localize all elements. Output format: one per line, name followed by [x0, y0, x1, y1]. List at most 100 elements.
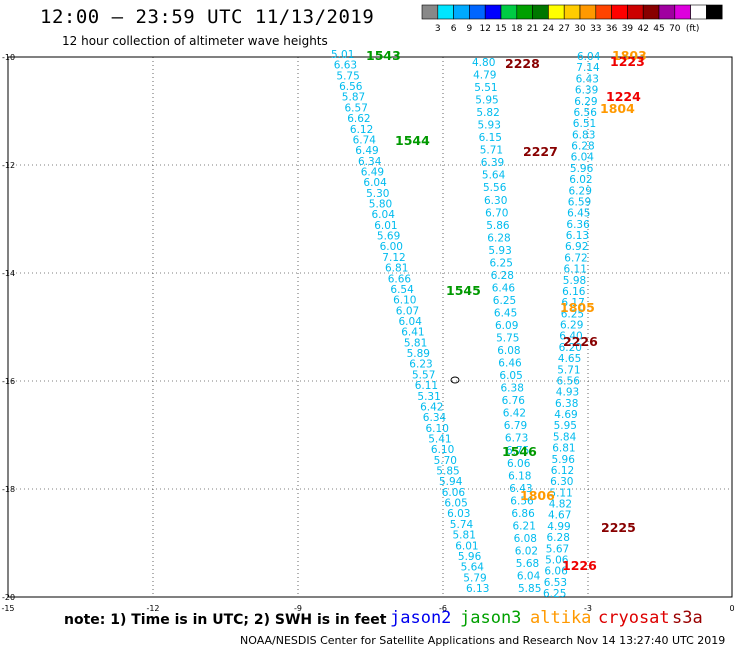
x-tick-label: -12 [146, 604, 159, 613]
swh-reading: 6.23 [409, 359, 432, 371]
swh-reading: 6.25 [490, 257, 513, 269]
track-marker [450, 376, 460, 384]
y-tick-label: -18 [2, 485, 15, 494]
swh-reading: 6.10 [426, 423, 449, 435]
swh-reading: 5.74 [450, 519, 474, 531]
scale-swatch [658, 4, 676, 20]
scale-label: 39 [622, 24, 634, 34]
swh-reading: 6.81 [552, 443, 575, 455]
swh-reading: 5.98 [563, 275, 586, 287]
pass-label-1806: 1806 [520, 488, 555, 503]
scale-swatch [500, 4, 518, 20]
scale-label: 6 [451, 24, 457, 34]
swh-reading: 6.79 [504, 420, 527, 432]
swh-reading: 5.67 [546, 543, 569, 555]
swh-reading: 5.01 [331, 49, 354, 61]
swh-reading: 6.06 [442, 487, 466, 499]
swh-reading: 5.85 [518, 583, 541, 595]
pass-label-1226: 1226 [562, 558, 597, 573]
y-tick-label: -16 [2, 377, 15, 386]
swh-reading: 6.34 [358, 156, 382, 168]
scale-swatch [595, 4, 612, 20]
scale-label: 9 [467, 24, 473, 34]
swh-reading: 5.93 [478, 120, 501, 132]
legend-jason2: jason2 [390, 608, 452, 628]
swh-reading: 5.87 [342, 92, 365, 104]
swh-reading: 6.53 [544, 577, 567, 589]
scale-swatch [642, 4, 660, 20]
swh-reading: 7.12 [382, 252, 405, 264]
swh-reading: 6.00 [380, 241, 403, 253]
swh-reading: 5.57 [412, 369, 435, 381]
note-text: note: 1) Time is in UTC; 2) SWH is in fe… [64, 612, 387, 628]
swh-reading: 6.76 [502, 395, 526, 407]
swh-reading: 6.73 [505, 433, 528, 445]
scale-label: 24 [543, 24, 555, 34]
pass-label-1545: 1545 [446, 283, 481, 298]
swh-reading: 5.75 [496, 333, 519, 345]
x-tick-label: -9 [294, 604, 302, 613]
swh-reading: 6.43 [509, 483, 532, 495]
swh-reading: 5.41 [428, 434, 451, 446]
legend-altika: altika [530, 608, 592, 628]
swh-reading: 6.46 [498, 358, 522, 370]
scale-swatch [453, 4, 470, 20]
page-title: 12:00 — 23:59 UTC 11/13/2019 [40, 6, 375, 28]
scale-swatch [548, 4, 565, 20]
swh-reading: 6.66 [388, 273, 412, 285]
swh-reading: 6.57 [345, 102, 368, 114]
scale-swatch [579, 4, 597, 20]
swh-reading: 6.08 [514, 533, 537, 545]
swh-reading: 5.64 [482, 170, 506, 182]
scale-label: 3 [435, 24, 441, 34]
scale-label: 45 [653, 24, 664, 34]
swh-reading: 4.93 [556, 387, 579, 399]
swh-reading: 6.06 [544, 566, 568, 578]
swh-reading: 6.04 [399, 316, 423, 328]
swh-reading: 5.96 [458, 551, 482, 563]
scale-swatch [469, 4, 486, 20]
swh-reading: 6.25 [561, 308, 584, 320]
swh-reading: 6.29 [574, 96, 597, 108]
swh-reading: 6.56 [510, 495, 534, 507]
scale-label: 18 [511, 24, 523, 34]
swh-reading: 6.45 [494, 308, 517, 320]
swh-reading: 6.28 [547, 532, 570, 544]
pass-label-1544: 1544 [395, 133, 430, 148]
x-tick-label: -6 [439, 604, 447, 613]
plot-frame [7, 56, 733, 598]
pass-label-1543: 1543 [366, 48, 401, 63]
swh-reading: 6.81 [385, 263, 408, 275]
swh-reading: 4.67 [548, 510, 571, 522]
swh-reading: 6.38 [501, 383, 524, 395]
scale-label: 27 [558, 24, 569, 34]
swh-reading: 4.79 [473, 70, 496, 82]
scale-label: 42 [637, 24, 648, 34]
footer-credit: NOAA/NESDIS Center for Satellite Applica… [240, 634, 726, 647]
swh-reading: 6.30 [550, 476, 573, 488]
scale-label: 36 [606, 24, 618, 34]
swh-reading: 6.21 [513, 520, 536, 532]
scale-label: 21 [527, 24, 538, 34]
swh-reading: 6.92 [565, 241, 588, 253]
scale-swatch [690, 4, 707, 20]
swh-reading: 6.12 [551, 465, 574, 477]
swh-reading: 6.25 [543, 588, 566, 600]
swh-reading: 6.28 [571, 141, 594, 153]
swh-reading: 5.85 [436, 466, 459, 478]
pass-label-2228: 2228 [505, 56, 540, 71]
swh-reading: 6.42 [420, 401, 443, 413]
scale-swatch [627, 4, 644, 20]
swh-reading: 5.75 [336, 70, 359, 82]
swh-reading: 6.56 [339, 81, 363, 93]
swh-reading: 6.34 [423, 412, 447, 424]
swh-reading: 6.29 [569, 185, 592, 197]
swh-reading: 6.30 [484, 195, 507, 207]
swh-reading: 5.30 [366, 188, 389, 200]
swh-reading: 5.95 [554, 420, 577, 432]
swh-reading: 6.05 [499, 370, 522, 382]
scale-swatch [516, 4, 533, 20]
pass-label-2225: 2225 [601, 520, 636, 535]
scale-swatch [706, 4, 723, 20]
swh-reading: 6.11 [564, 264, 587, 276]
